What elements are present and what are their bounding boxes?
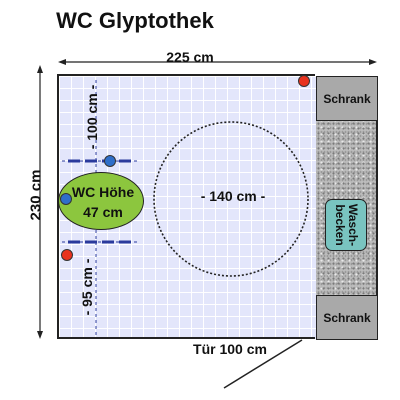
toilet: [58, 172, 144, 230]
toilet-label-line1: WC Höhe: [71, 184, 135, 200]
door-leaf: [223, 339, 303, 389]
marker-red-left: [61, 249, 73, 261]
wash-basin-label-line2: becken: [333, 204, 347, 246]
wash-basin-label: Wasch- becken: [333, 203, 360, 247]
page-title: WC Glyptothek: [56, 8, 214, 33]
wash-basin: [325, 199, 367, 251]
cabinet-top: Schrank: [316, 76, 378, 121]
cabinet-bottom: Schrank: [316, 295, 378, 340]
width-label: 225 cm: [166, 49, 214, 65]
door-label: Tür 100 cm: [193, 341, 267, 357]
clearance-top-label: - 100 cm -: [84, 84, 100, 150]
turning-circle: [153, 121, 309, 277]
toilet-label: WC Höhe 47 cm: [60, 182, 146, 222]
marker-blue-top: [104, 155, 116, 167]
turning-circle-label: - 140 cm -: [200, 188, 266, 204]
wash-basin-label-line1: Wasch-: [346, 203, 360, 247]
width-dimension-arrow: [58, 59, 377, 65]
right-wall: [376, 76, 378, 340]
toilet-label-line2: 47 cm: [83, 204, 123, 220]
marker-blue-left: [60, 193, 72, 205]
height-label: 230 cm: [27, 169, 45, 221]
marker-red-top-right: [298, 75, 310, 87]
height-dimension-arrow: [37, 65, 43, 339]
clearance-bottom-label: - 95 cm -: [79, 258, 95, 316]
